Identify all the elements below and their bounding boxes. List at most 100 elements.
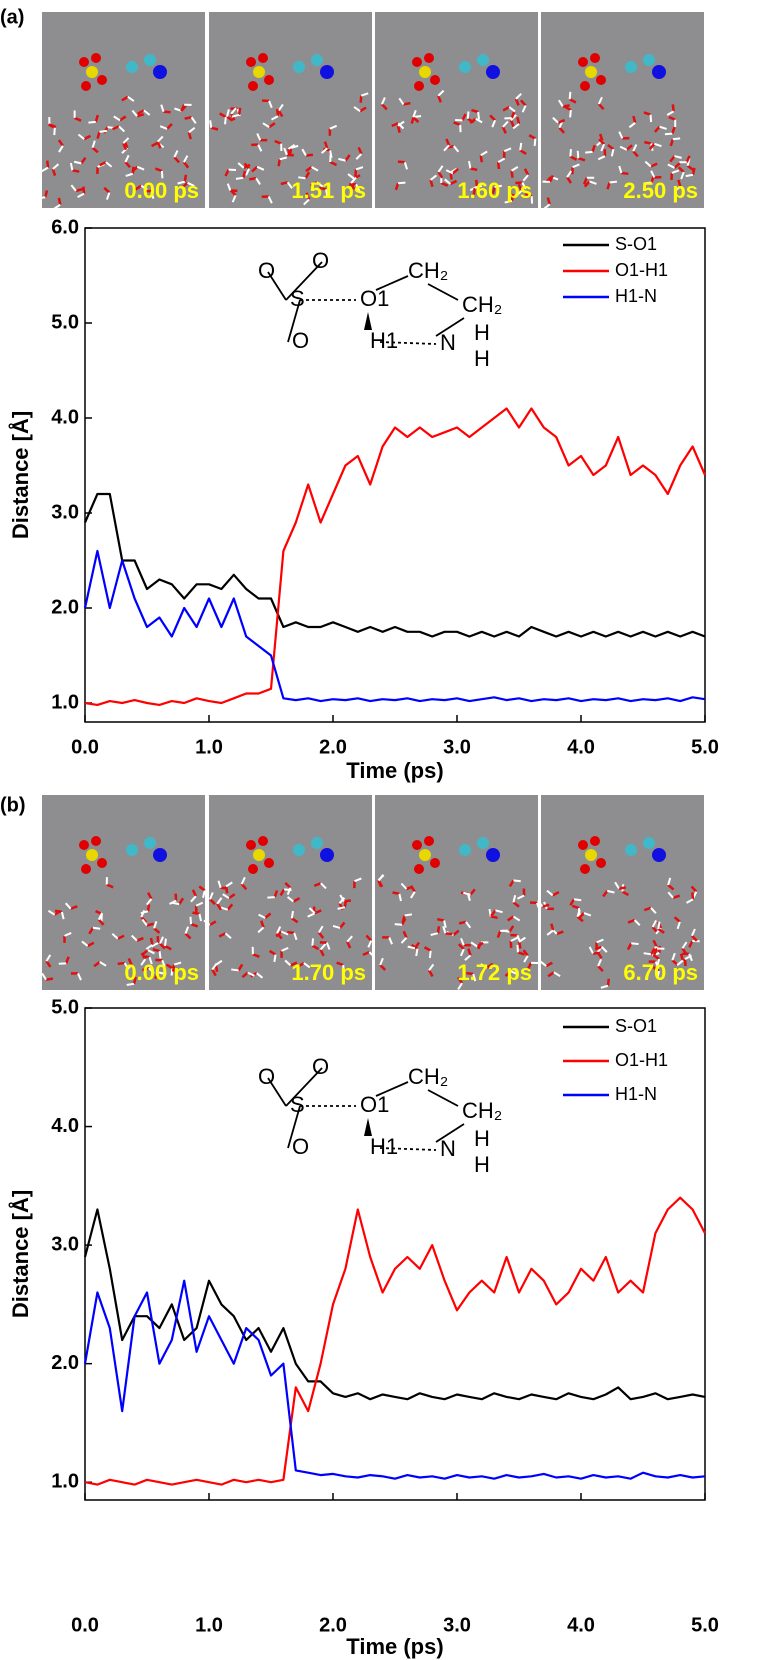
atom xyxy=(643,837,655,849)
water xyxy=(159,125,168,130)
water xyxy=(445,138,451,146)
water xyxy=(397,122,405,130)
water xyxy=(671,126,676,135)
atom xyxy=(625,61,637,73)
plot-frame xyxy=(84,227,706,723)
water xyxy=(181,181,189,189)
water xyxy=(552,116,559,124)
structure-label: H1 xyxy=(370,1134,398,1159)
bond xyxy=(285,1067,323,1107)
water xyxy=(189,916,193,925)
water xyxy=(88,927,94,935)
water xyxy=(558,126,566,134)
water xyxy=(140,958,147,966)
water xyxy=(443,920,447,928)
water xyxy=(64,902,72,910)
water xyxy=(674,155,682,159)
water xyxy=(325,942,331,950)
atom xyxy=(97,858,107,868)
water xyxy=(545,961,553,968)
wedge-bond xyxy=(364,312,372,330)
y-tick-label: 5.0 xyxy=(51,311,79,333)
x-tick-label: 2.0 xyxy=(319,736,347,758)
water xyxy=(210,126,219,131)
water xyxy=(45,954,52,962)
water xyxy=(597,103,605,110)
atom xyxy=(264,858,274,868)
water xyxy=(124,161,131,169)
water xyxy=(146,898,153,906)
water xyxy=(287,144,296,150)
water xyxy=(339,894,345,902)
water xyxy=(188,126,196,134)
water xyxy=(311,944,320,951)
water xyxy=(521,105,527,113)
water xyxy=(398,893,402,902)
water xyxy=(691,928,696,937)
water xyxy=(319,943,327,951)
atom xyxy=(486,848,500,862)
water xyxy=(502,105,510,112)
series-line xyxy=(83,1279,706,1480)
atom xyxy=(585,849,597,861)
water xyxy=(671,104,675,112)
water xyxy=(152,948,160,953)
water xyxy=(490,915,498,920)
bond xyxy=(427,1089,459,1107)
water xyxy=(355,183,361,192)
atom xyxy=(459,844,471,856)
x-tick-label: 5.0 xyxy=(691,1614,719,1636)
water xyxy=(649,947,656,955)
structure-label: H xyxy=(474,1126,490,1151)
water xyxy=(452,167,459,175)
water xyxy=(277,103,284,112)
water xyxy=(626,942,633,951)
water xyxy=(504,199,513,204)
water xyxy=(339,921,346,929)
water xyxy=(338,157,346,162)
water xyxy=(209,120,213,128)
water xyxy=(403,101,411,106)
water xyxy=(240,883,248,891)
water xyxy=(117,961,125,966)
structure-label: CH₂ xyxy=(408,258,448,283)
y-tick-label: 6.0 xyxy=(51,216,79,238)
water xyxy=(224,169,230,177)
water xyxy=(550,923,555,931)
water xyxy=(122,137,130,144)
water xyxy=(576,915,584,923)
water xyxy=(77,192,85,199)
water xyxy=(105,161,113,168)
water xyxy=(502,120,509,128)
water xyxy=(566,176,572,184)
water xyxy=(517,894,525,900)
water xyxy=(668,115,676,121)
water xyxy=(183,155,189,163)
water xyxy=(81,940,89,947)
water xyxy=(357,146,363,155)
water xyxy=(672,137,681,141)
water xyxy=(546,889,554,897)
water xyxy=(517,941,522,949)
water xyxy=(571,904,580,910)
water xyxy=(400,882,408,890)
structure-label: O1 xyxy=(360,1092,389,1117)
water xyxy=(681,941,688,949)
water xyxy=(149,937,154,946)
water xyxy=(577,908,581,916)
water xyxy=(594,945,603,951)
atom xyxy=(596,75,606,85)
water xyxy=(388,937,393,945)
water xyxy=(442,926,447,934)
water xyxy=(64,932,72,937)
water xyxy=(515,181,523,185)
water xyxy=(410,891,416,899)
water xyxy=(490,909,497,917)
water xyxy=(677,179,682,187)
bond xyxy=(267,1077,287,1107)
water xyxy=(256,165,265,171)
water xyxy=(151,141,159,148)
structure-label: H xyxy=(474,346,490,371)
water xyxy=(517,183,523,192)
